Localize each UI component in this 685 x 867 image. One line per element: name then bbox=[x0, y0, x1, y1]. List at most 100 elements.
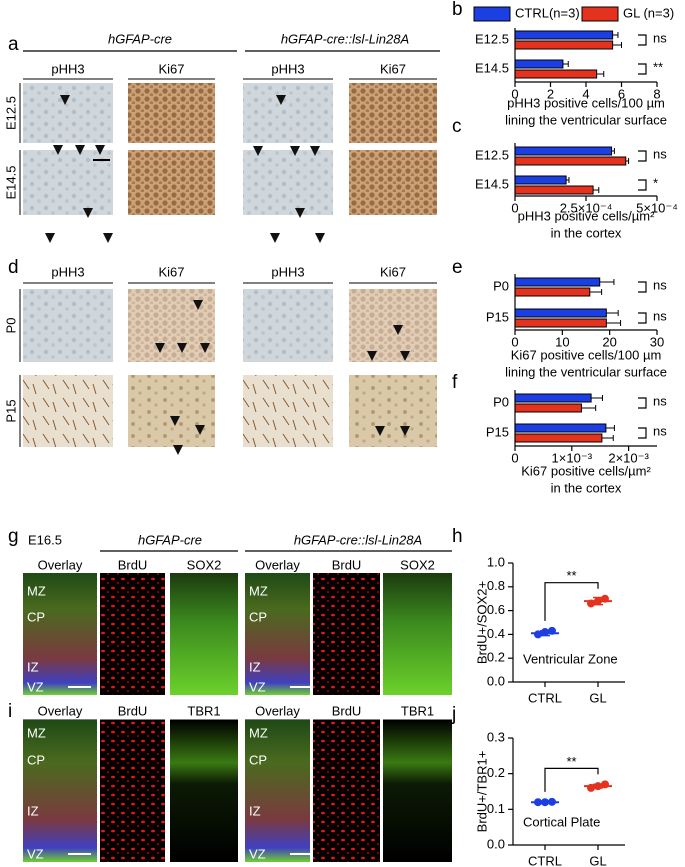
micrograph bbox=[23, 375, 113, 447]
x-tick-label: 20 bbox=[602, 334, 616, 349]
age-label: E16.5 bbox=[28, 532, 62, 547]
y-tick-label: P15 bbox=[486, 309, 509, 324]
significance-label: ** bbox=[653, 59, 663, 74]
y-tick-label: P15 bbox=[486, 424, 509, 439]
micrograph bbox=[313, 720, 380, 862]
micrograph bbox=[349, 289, 437, 362]
annotation: Ventricular Zone bbox=[523, 651, 618, 666]
x-tick-label: CTRL bbox=[528, 853, 562, 867]
x-tick-label: 8 bbox=[653, 86, 660, 101]
y-tick-label: E12.5 bbox=[475, 147, 509, 162]
error-bar bbox=[599, 279, 615, 285]
panel-label: e bbox=[452, 257, 463, 278]
error-bar bbox=[605, 425, 615, 431]
error-bar bbox=[540, 800, 550, 805]
error-bar bbox=[612, 42, 622, 48]
significance-bracket bbox=[544, 767, 599, 792]
x-tick-label: 10 bbox=[555, 334, 569, 349]
x-tick-label: 6 bbox=[618, 86, 625, 101]
arrowhead bbox=[95, 145, 105, 155]
data-point bbox=[534, 630, 542, 639]
significance-label: ns bbox=[653, 308, 667, 323]
y-tick-label: P0 bbox=[493, 394, 509, 409]
arrowhead bbox=[53, 145, 63, 155]
micrograph bbox=[243, 289, 333, 362]
x-axis-label: in the cortex bbox=[551, 480, 622, 495]
micrograph bbox=[23, 573, 97, 695]
significance-bracket bbox=[638, 63, 647, 75]
arrowhead bbox=[170, 416, 180, 426]
y-tick-label: 0.1 bbox=[487, 801, 505, 816]
legend-swatch bbox=[473, 6, 511, 22]
x-tick-label: 30 bbox=[650, 334, 664, 349]
stain-label: pHH3 bbox=[51, 264, 84, 279]
arrowhead bbox=[295, 208, 305, 218]
channel-label: Overlay bbox=[38, 703, 83, 718]
arrowhead bbox=[375, 426, 385, 436]
micrograph bbox=[313, 573, 380, 695]
bar bbox=[514, 59, 564, 69]
arrowhead bbox=[367, 351, 377, 361]
bar bbox=[514, 175, 567, 185]
significance-bracket bbox=[638, 397, 647, 409]
bar bbox=[514, 40, 614, 50]
micrograph bbox=[349, 375, 437, 447]
error-bar bbox=[612, 32, 619, 38]
micrograph bbox=[245, 720, 310, 862]
micrograph bbox=[243, 83, 333, 143]
micrograph bbox=[100, 573, 165, 695]
significance-bracket bbox=[638, 312, 647, 324]
bar bbox=[514, 308, 607, 318]
panel-label: c bbox=[452, 116, 462, 137]
arrowhead bbox=[315, 233, 325, 243]
significance-bracket bbox=[638, 281, 647, 293]
row-label: P15 bbox=[3, 399, 18, 422]
bar bbox=[514, 393, 592, 403]
zone-label: IZ bbox=[249, 803, 261, 818]
y-tick-label: 0.3 bbox=[487, 729, 505, 744]
channel-label: BrdU bbox=[118, 557, 148, 572]
micrograph bbox=[23, 720, 97, 862]
micrograph bbox=[243, 150, 333, 215]
stain-label: Ki67 bbox=[158, 264, 184, 279]
micrograph bbox=[23, 289, 113, 362]
zone-label: CP bbox=[249, 609, 267, 624]
significance-label: ns bbox=[653, 277, 667, 292]
bar bbox=[514, 277, 601, 287]
y-tick-label: 0.0 bbox=[487, 836, 505, 851]
significance-label: ns bbox=[653, 393, 667, 408]
stain-label: pHH3 bbox=[51, 61, 84, 76]
bar bbox=[514, 318, 607, 328]
micrograph bbox=[170, 720, 238, 862]
significance-label: * bbox=[653, 175, 658, 190]
channel-label: BrdU bbox=[332, 703, 362, 718]
x-axis-label: Ki67 positive cells/µm² bbox=[521, 463, 651, 478]
arrowhead bbox=[400, 426, 410, 436]
panel-label: j bbox=[451, 704, 456, 725]
y-tick-label: P0 bbox=[493, 278, 509, 293]
zone-label: MZ bbox=[249, 583, 268, 598]
significance-bracket bbox=[544, 582, 599, 621]
channel-label: BrdU bbox=[118, 703, 148, 718]
legend-label: GL (n=3) bbox=[623, 5, 674, 20]
arrowhead bbox=[393, 325, 403, 335]
x-tick-label: 1×10⁻³ bbox=[552, 450, 593, 465]
significance-label: ns bbox=[653, 30, 667, 45]
stain-label: Ki67 bbox=[158, 61, 184, 76]
x-tick-label: 0 bbox=[511, 334, 518, 349]
significance-label: ns bbox=[653, 146, 667, 161]
panel-label: a bbox=[8, 34, 19, 55]
arrowhead bbox=[155, 343, 165, 353]
y-axis-label: BrdU+/TBR1+ bbox=[474, 751, 489, 833]
bar bbox=[514, 423, 607, 433]
zone-label: CP bbox=[27, 609, 45, 624]
panel-label: b bbox=[452, 0, 463, 20]
x-tick-label: GL bbox=[589, 690, 606, 705]
x-tick-label: 2.5×10⁻⁴ bbox=[560, 200, 613, 215]
y-tick-label: 0.4 bbox=[487, 626, 505, 641]
bar bbox=[514, 30, 614, 40]
x-axis-label: pHH3 positive cells/100 µm bbox=[507, 95, 665, 110]
genotype-label: hGFAP-cre bbox=[108, 31, 172, 46]
annotation: Cortical Plate bbox=[523, 814, 600, 829]
